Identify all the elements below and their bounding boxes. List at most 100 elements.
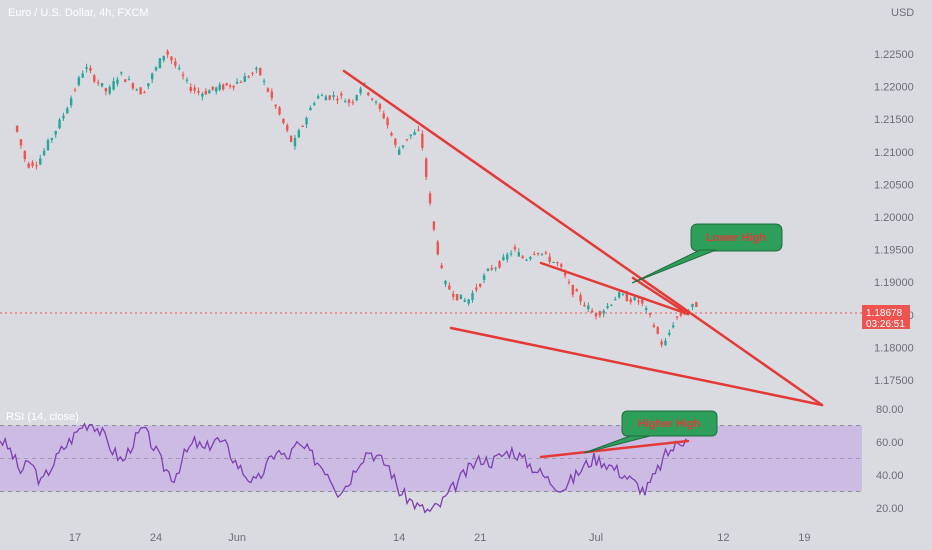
candle-body (289, 135, 293, 142)
candle-body (579, 295, 582, 302)
candle-body (637, 300, 640, 302)
candle-body (413, 132, 416, 135)
price-tick-label: 1.22000 (874, 82, 914, 94)
time-axis: 17 24 Jun 14 21 Jul 12 19 (69, 532, 811, 544)
currency-label: USD (891, 7, 914, 19)
candle-body (533, 254, 536, 256)
candle-body (332, 95, 335, 97)
candle-body (525, 259, 528, 261)
candle-body (606, 305, 609, 308)
candle-body (432, 221, 436, 230)
candle-body (54, 130, 57, 135)
time-tick-label: 21 (474, 532, 486, 544)
last-price-tag[interactable]: 1.18678 03:26:51 (862, 305, 910, 330)
candle-body (656, 327, 659, 334)
candle-body (247, 76, 250, 78)
rsi-band (0, 425, 862, 492)
price-tick-label: 1.20500 (874, 179, 914, 191)
lower-high-box (690, 223, 783, 252)
higher-high-callout[interactable]: Higher High (583, 410, 718, 454)
candle-body (320, 95, 324, 97)
candle-body (15, 125, 19, 132)
candle-body (255, 67, 258, 70)
candle-body (540, 253, 544, 255)
candle-body (695, 302, 698, 307)
candle-body (409, 134, 412, 136)
price-trendline[interactable] (342, 69, 824, 407)
candle-body (35, 165, 38, 167)
candle-body (39, 158, 42, 165)
candle-body (301, 125, 304, 127)
candle-body (215, 87, 218, 92)
candle-body (251, 72, 254, 74)
candle-body (452, 293, 455, 297)
candle-body (490, 267, 493, 270)
price-trendline[interactable] (539, 261, 690, 316)
candle-body (560, 264, 563, 267)
candle-body (77, 77, 81, 85)
price-layer (15, 49, 698, 348)
price-trendline[interactable] (631, 276, 690, 316)
candle-body (374, 101, 378, 103)
candle-body (529, 257, 532, 259)
rsi-title: RSI (14, close) (6, 411, 79, 423)
rsi-trendlines[interactable] (539, 439, 690, 459)
candle-body (644, 308, 648, 311)
candle-body (181, 74, 185, 77)
candle-body (610, 304, 613, 306)
candle-body (174, 61, 177, 66)
candle-body (567, 281, 571, 283)
candle-body (27, 163, 30, 168)
candle-body (104, 88, 108, 92)
candle-body (424, 158, 428, 177)
candle-body (471, 293, 474, 301)
candle-body (197, 90, 200, 93)
rsi-tick-label: 40.00 (876, 470, 904, 482)
candle-body (204, 90, 208, 95)
candle-body (162, 55, 165, 61)
price-trendline[interactable] (449, 326, 824, 407)
candle-body (243, 76, 247, 82)
time-tick-label: 14 (393, 532, 405, 544)
candle-body (108, 86, 111, 94)
price-axis: 1.22500 1.22000 1.21500 1.21000 1.20500 1.200… (874, 49, 914, 387)
candle-body (664, 340, 667, 346)
price-tick-label: 1.22500 (874, 49, 914, 61)
candle-body (150, 73, 154, 80)
candle-body (421, 133, 424, 148)
lower-high-callout[interactable]: Lower High (631, 223, 783, 284)
candle-body (262, 80, 266, 82)
candle-body (201, 93, 204, 97)
candle-body (633, 296, 636, 301)
candle-body (170, 56, 173, 61)
candle-body (31, 162, 34, 166)
candle-body (305, 117, 308, 125)
candle-body (297, 130, 301, 138)
candle-body (58, 119, 61, 129)
candle-body (278, 107, 281, 115)
candle-body (502, 256, 505, 261)
candle-body (625, 293, 629, 302)
candle-body (482, 275, 486, 280)
candle-body (123, 79, 127, 83)
candle-body (475, 287, 478, 290)
candle-body (675, 316, 679, 318)
candle-body (336, 98, 339, 101)
candle-body (679, 312, 683, 316)
candle-body (463, 300, 466, 302)
candle-body (135, 89, 138, 91)
candle-body (228, 85, 232, 87)
candle-body (629, 299, 632, 303)
candle-body (556, 262, 559, 264)
rsi-trendline[interactable] (539, 439, 690, 459)
price-trendlines[interactable] (342, 69, 824, 407)
candle-body (401, 145, 405, 148)
candle-body (116, 79, 119, 84)
candle-body (671, 325, 675, 328)
candle-body (648, 313, 652, 315)
rsi-tick-label: 80.00 (876, 404, 904, 416)
candle-body (506, 254, 509, 260)
candle-body (660, 341, 663, 345)
candle-body (594, 312, 598, 317)
